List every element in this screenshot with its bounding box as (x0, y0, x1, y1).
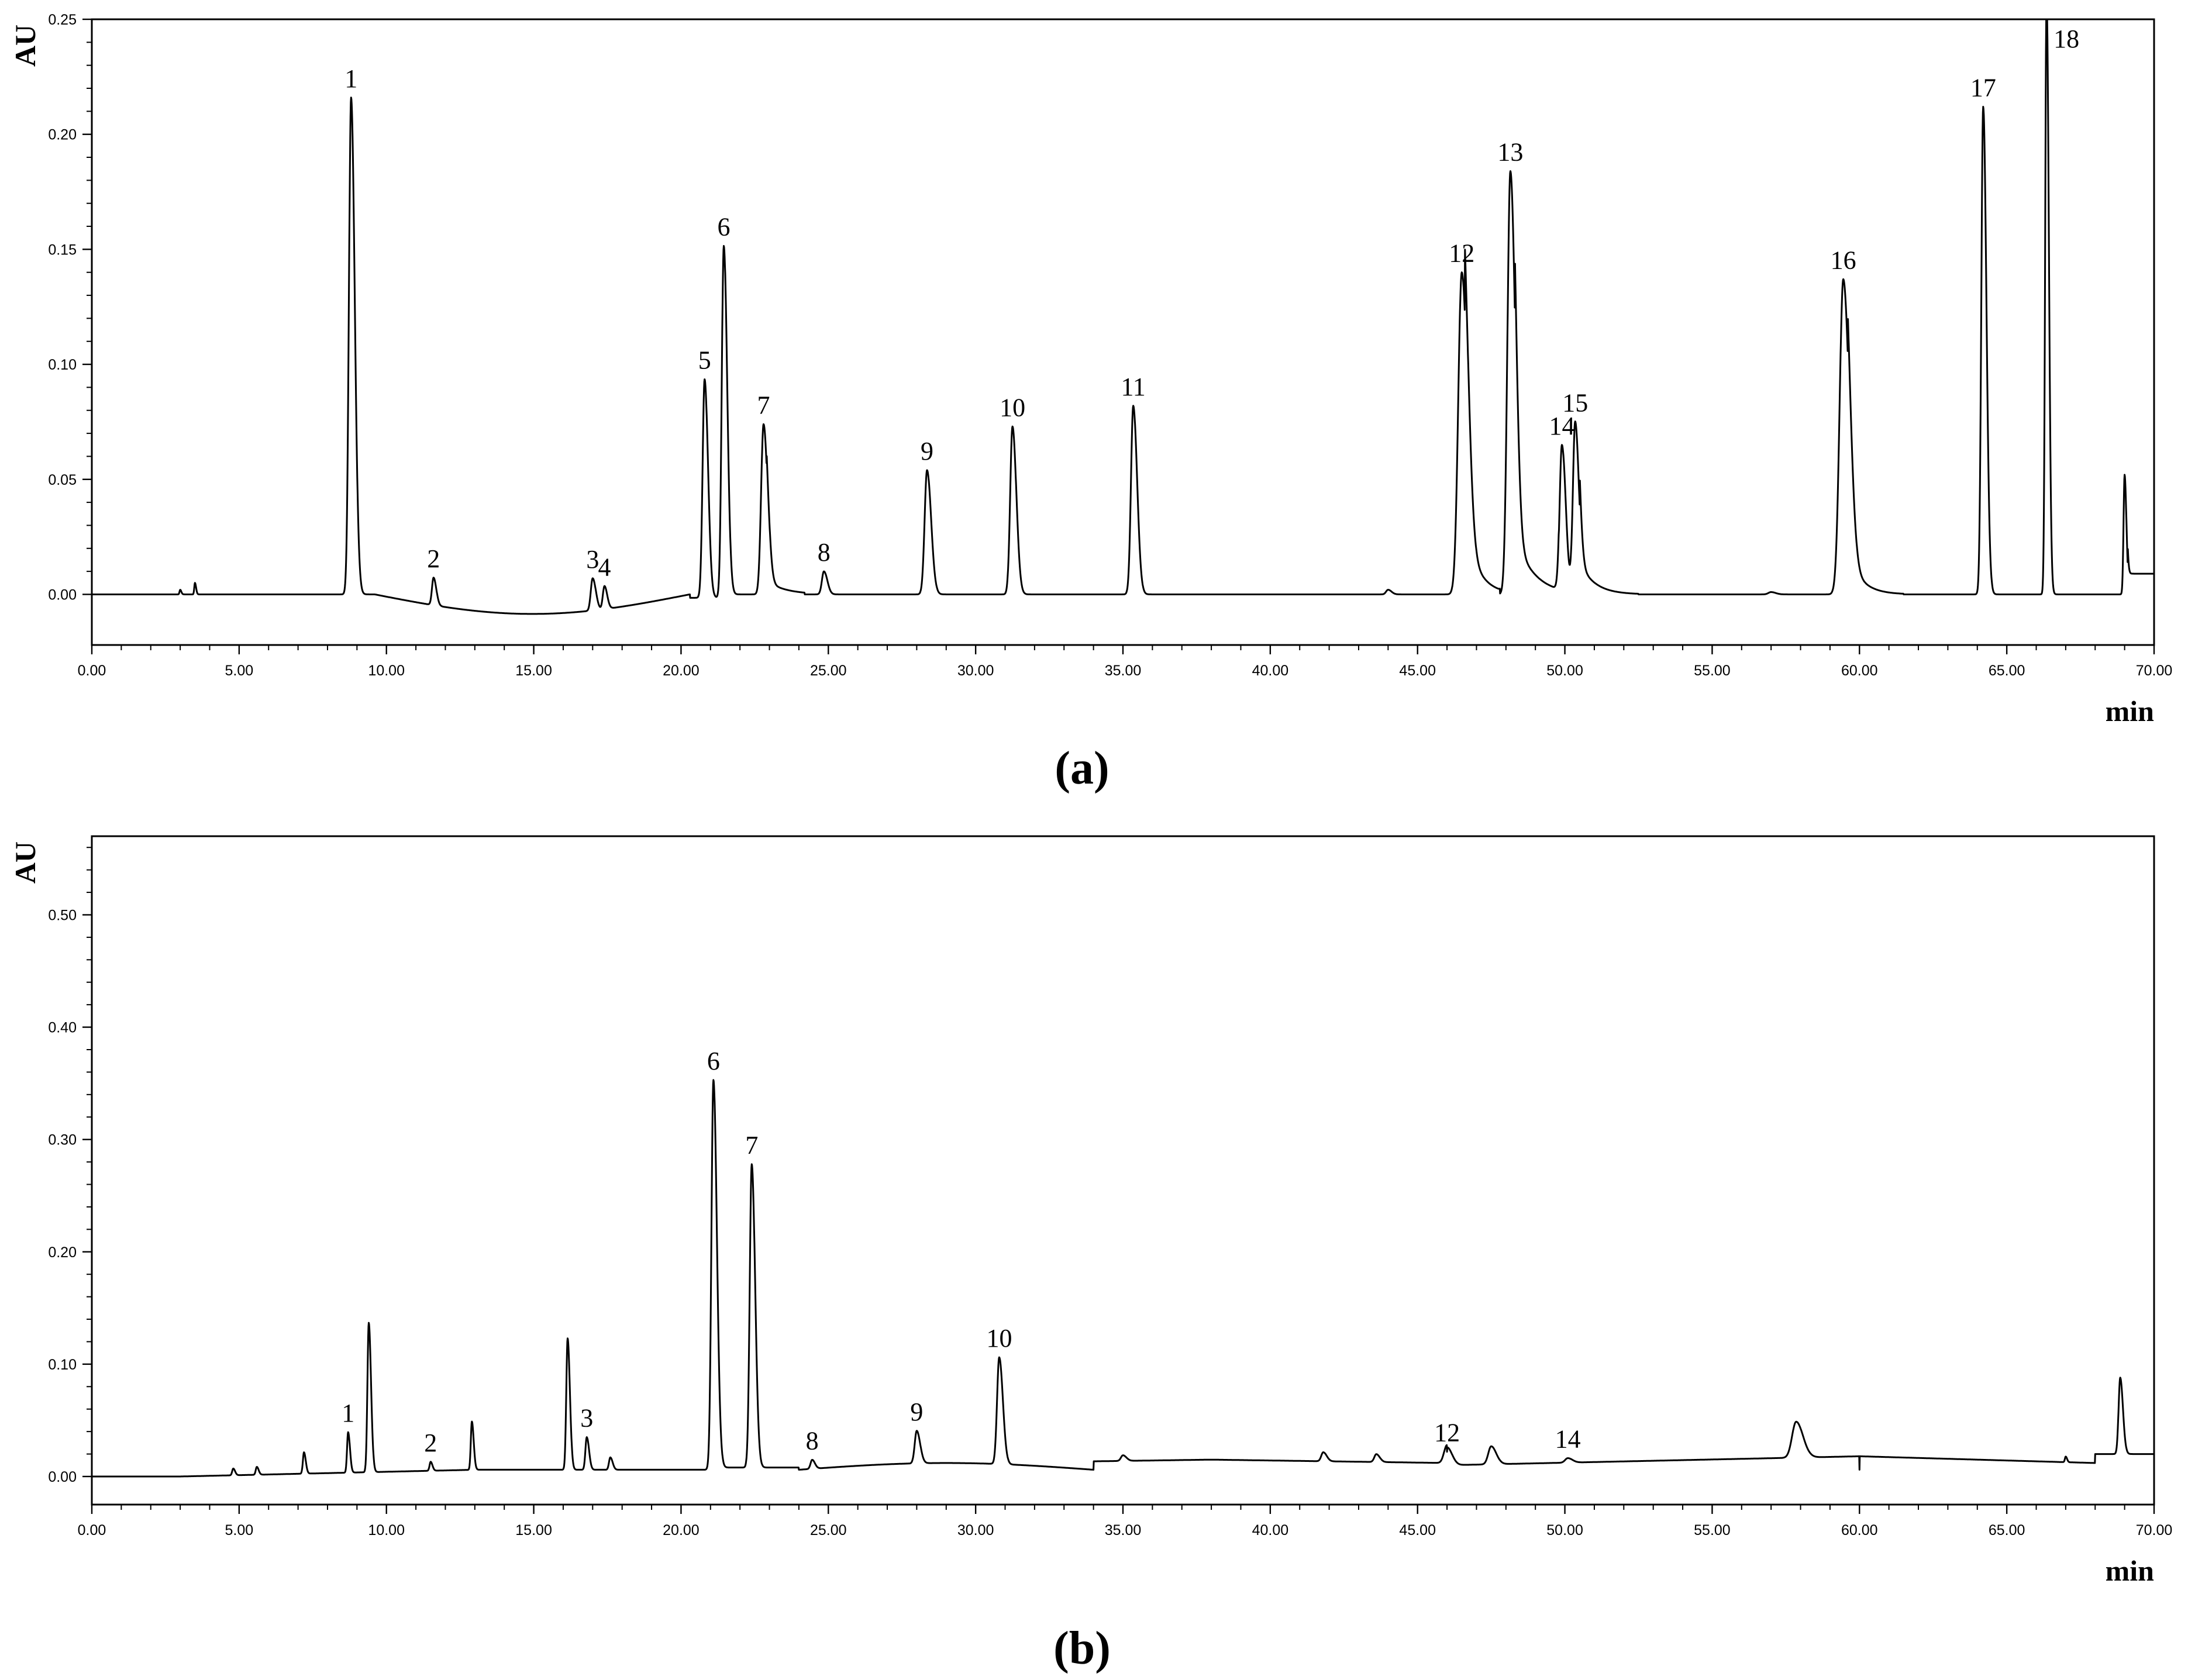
x-tick-label: 55.00 (1694, 663, 1731, 679)
x-axis-label: min (2106, 695, 2155, 727)
peak-label-8: 8 (806, 1426, 819, 1455)
y-axis-label: AU (9, 841, 42, 884)
x-tick-label: 10.00 (368, 1522, 405, 1538)
y-tick-label: 0.15 (48, 242, 77, 258)
x-tick-label: 5.00 (225, 663, 254, 679)
x-tick-label: 65.00 (1989, 663, 2025, 679)
y-tick-label: 0.50 (48, 907, 77, 923)
x-tick-label: 40.00 (1252, 1522, 1289, 1538)
x-tick-label: 65.00 (1989, 1522, 2025, 1538)
x-tick-label: 5.00 (225, 1522, 254, 1538)
x-tick-label: 0.00 (78, 663, 106, 679)
peak-label-1: 1 (344, 64, 357, 93)
peak-label-16: 16 (1831, 246, 1856, 275)
x-tick-label: 60.00 (1841, 663, 1878, 679)
peak-label-12: 12 (1434, 1419, 1460, 1447)
x-tick-label: 55.00 (1694, 1522, 1731, 1538)
peak-label-6: 6 (717, 212, 730, 241)
x-tick-label: 25.00 (810, 1522, 847, 1538)
panel-caption: (a) (1055, 743, 1109, 794)
chromatogram-trace (91, 1079, 2155, 1478)
peak-label-9: 9 (921, 437, 933, 465)
x-tick-label: 20.00 (663, 663, 700, 679)
peak-label-4: 4 (598, 553, 611, 581)
x-tick-label: 15.00 (515, 1522, 552, 1538)
x-tick-label: 25.00 (810, 663, 847, 679)
x-tick-label: 45.00 (1399, 1522, 1436, 1538)
peak-label-5: 5 (698, 346, 711, 375)
peak-label-10: 10 (986, 1324, 1012, 1353)
y-tick-label: 0.10 (48, 1357, 77, 1373)
peak-label-1: 1 (342, 1399, 354, 1427)
peak-label-10: 10 (1000, 393, 1025, 422)
y-tick-label: 0.00 (48, 1469, 77, 1485)
peak-label-3: 3 (580, 1404, 593, 1433)
peak-label-8: 8 (818, 538, 831, 567)
peak-label-6: 6 (707, 1047, 720, 1075)
plot-frame (91, 18, 2155, 646)
x-tick-label: 50.00 (1546, 1522, 1583, 1538)
peak-label-12: 12 (1449, 239, 1474, 268)
y-axis-label: AU (9, 25, 42, 67)
peak-label-7: 7 (757, 391, 770, 419)
peak-label-3: 3 (586, 545, 599, 574)
peak-label-2: 2 (424, 1429, 437, 1457)
x-tick-label: 30.00 (957, 663, 994, 679)
chromatogram-panel-b: 0.00 5.00 10.00 15.00 20.00 25.00 30.00 35.00 40… (9, 835, 2173, 1674)
x-tick-label: 60.00 (1841, 1522, 1878, 1538)
x-tick-label: 50.00 (1546, 663, 1583, 679)
panel-caption: (b) (1053, 1623, 1111, 1674)
x-tick-label: 35.00 (1105, 663, 1142, 679)
peak-label-13: 13 (1497, 138, 1523, 167)
peak-label-18: 18 (2053, 25, 2079, 53)
y-tick-label: 0.20 (48, 1244, 77, 1261)
x-axis-label: min (2106, 1554, 2155, 1587)
peak-label-11: 11 (1121, 372, 1145, 401)
x-tick-label: 40.00 (1252, 663, 1289, 679)
y-tick-label: 0.10 (48, 357, 77, 373)
y-tick-label: 0.30 (48, 1132, 77, 1148)
x-tick-label: 70.00 (2136, 1522, 2173, 1538)
y-tick-label: 0.00 (48, 587, 77, 603)
peak-label-9: 9 (910, 1398, 923, 1426)
x-tick-label: 45.00 (1399, 663, 1436, 679)
chromatogram-trace (91, 18, 2155, 615)
x-tick-label: 15.00 (515, 663, 552, 679)
x-tick-label: 30.00 (957, 1522, 994, 1538)
x-tick-label: 35.00 (1105, 1522, 1142, 1538)
x-tick-label: 10.00 (368, 663, 405, 679)
y-tick-label: 0.25 (48, 12, 77, 28)
x-tick-label: 20.00 (663, 1522, 700, 1538)
peak-label-15: 15 (1562, 388, 1588, 417)
plot-frame (91, 835, 2155, 1506)
chromatogram-panel-a: 0.00 5.00 10.00 15.00 20.00 25.00 30.00 35.00 40… (9, 12, 2172, 794)
peak-label-7: 7 (745, 1131, 758, 1160)
x-tick-label: 70.00 (2136, 663, 2173, 679)
y-tick-label: 0.20 (48, 127, 77, 143)
x-tick-label: 0.00 (78, 1522, 106, 1538)
peak-label-14: 14 (1549, 412, 1575, 440)
peak-label-17: 17 (1970, 73, 1996, 102)
y-tick-label: 0.40 (48, 1020, 77, 1036)
peak-label-14: 14 (1555, 1425, 1581, 1454)
peak-label-2: 2 (427, 544, 440, 573)
y-tick-label: 0.05 (48, 472, 77, 488)
